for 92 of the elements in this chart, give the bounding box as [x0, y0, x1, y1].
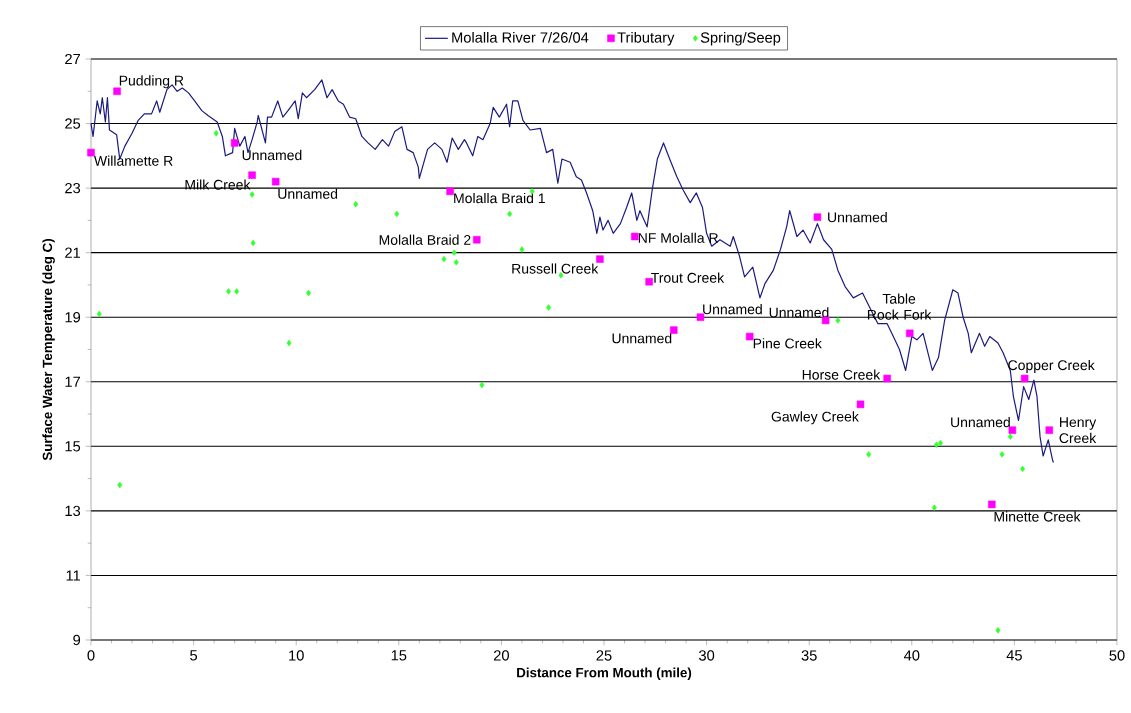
- y-tick-label: 19: [65, 312, 81, 323]
- point: [933, 441, 939, 448]
- point: [213, 130, 219, 137]
- point: [1008, 426, 1017, 434]
- y-tick-label: 13: [65, 505, 81, 517]
- point: [546, 304, 552, 311]
- point: [999, 451, 1005, 458]
- point: [745, 332, 754, 341]
- point: [906, 329, 914, 338]
- y-tick-label: 11: [66, 570, 81, 581]
- annotation: Milk Creek: [185, 179, 251, 190]
- point: [250, 239, 256, 247]
- legend-label: Molalla River 7/26/04: [452, 31, 589, 43]
- x-tick-label: 40: [903, 650, 920, 661]
- annotation: Unnamed: [242, 149, 302, 161]
- annotation: Trout Creek: [651, 272, 725, 283]
- annotation: Pudding R: [119, 75, 184, 89]
- x-tick-label: 0: [87, 650, 95, 661]
- point: [230, 139, 239, 147]
- x-tick-label: 15: [391, 650, 407, 661]
- x-tick-label: 50: [1109, 650, 1125, 661]
- point: [835, 317, 841, 324]
- annotation: Pine Creek: [753, 338, 822, 349]
- point: [479, 381, 485, 389]
- point: [394, 210, 400, 218]
- annotation: Gawley Creek: [771, 411, 859, 425]
- y-tick-label: 21: [65, 247, 81, 258]
- point: [866, 451, 872, 458]
- point: [596, 255, 604, 263]
- annotation: Unnamed: [769, 307, 829, 318]
- y-tick-label: 23: [65, 182, 81, 194]
- x-axis-title: Distance From Mouth (mile): [517, 667, 692, 680]
- point: [117, 481, 123, 489]
- x-tick-label: 5: [190, 650, 198, 661]
- point: [1020, 465, 1026, 473]
- annotation: Willamette R: [94, 155, 173, 166]
- point: [507, 210, 513, 218]
- annotation: Molalla Braid 2: [379, 234, 471, 245]
- y-tick-label: 27: [65, 53, 81, 65]
- point: [271, 177, 280, 186]
- y-tick-label: 15: [65, 441, 81, 452]
- x-tick-label: 30: [699, 650, 715, 661]
- point: [856, 400, 865, 409]
- annotation: Henry Creek: [1059, 417, 1097, 444]
- annotation: Unnamed: [703, 304, 762, 315]
- point: [87, 148, 95, 157]
- x-tick-label: 35: [801, 650, 817, 661]
- legend-label: Spring/Seep: [700, 31, 781, 46]
- point: [813, 213, 822, 221]
- legend-label: Tributary: [617, 31, 675, 46]
- annotation: NF Molalla R: [638, 232, 718, 243]
- point: [248, 171, 256, 179]
- annotation: Unnamed: [828, 212, 887, 223]
- point: [96, 310, 102, 318]
- point: [286, 339, 292, 347]
- y-tick-label: 9: [73, 634, 81, 646]
- x-tick-label: 45: [1006, 650, 1022, 661]
- x-tick-label: 20: [493, 650, 509, 661]
- y-tick-label: 25: [65, 118, 81, 129]
- point: [113, 87, 121, 96]
- point: [353, 201, 359, 208]
- y-axis-title: Surface Water Temperature (deg C): [42, 239, 55, 461]
- annotation: Minette Creek: [994, 511, 1081, 522]
- point: [995, 627, 1001, 634]
- point: [931, 504, 937, 511]
- point: [519, 246, 525, 253]
- point: [473, 236, 481, 244]
- point: [451, 249, 457, 256]
- annotation: Horse Creek: [802, 369, 881, 380]
- point: [226, 288, 231, 295]
- point: [446, 187, 454, 196]
- point: [1020, 374, 1029, 383]
- annotation: Molalla Braid 1: [454, 192, 545, 204]
- point: [441, 255, 447, 263]
- point: [988, 500, 996, 509]
- point: [631, 232, 639, 241]
- point: [1045, 426, 1054, 434]
- point: [670, 326, 678, 334]
- annotation: Russell Creek: [512, 263, 599, 274]
- y-tick-label: 17: [65, 376, 81, 387]
- point: [1007, 433, 1013, 440]
- point: [234, 288, 240, 295]
- annotation: Copper Creek: [1008, 359, 1095, 373]
- point: [453, 259, 459, 266]
- annotation: Unnamed: [612, 333, 672, 344]
- annotation: Unnamed: [951, 416, 1010, 428]
- point: [883, 374, 891, 383]
- x-tick-label: 10: [289, 650, 304, 661]
- point: [696, 313, 705, 321]
- x-tick-label: 25: [596, 650, 612, 661]
- annotation: Unnamed: [278, 188, 338, 199]
- point: [249, 191, 255, 198]
